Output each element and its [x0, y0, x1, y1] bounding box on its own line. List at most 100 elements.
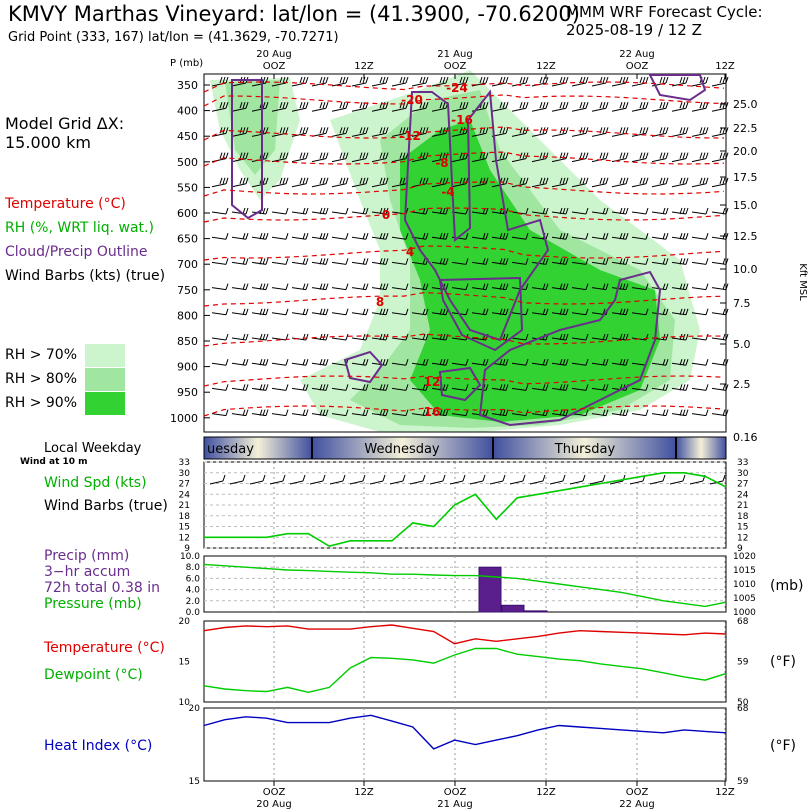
wind-barb [311, 359, 329, 366]
temp-tick-left: 20 [179, 617, 191, 627]
surface-wind-barb [369, 474, 386, 485]
wind-barb [371, 127, 389, 137]
heat-tick-left: 20 [189, 704, 201, 714]
wind-at-label: Wind at 10 m [20, 457, 88, 467]
wind-barb [711, 409, 729, 417]
wind-barb [451, 283, 469, 291]
temp-tick-right: 50 [737, 698, 749, 708]
wind-barb [631, 76, 649, 87]
wind-barb [371, 384, 389, 391]
wind-barb [671, 409, 689, 417]
wind-barb [491, 283, 509, 291]
legend-cloud: Cloud/Precip Outline [5, 244, 148, 260]
wind-barb [551, 333, 569, 341]
surface-wind-barb [289, 474, 306, 485]
wind-barb [311, 384, 329, 391]
wind-barb [511, 258, 529, 265]
rh-key-80-label: RH > 80% [5, 371, 78, 387]
isotherm-label: -16 [451, 113, 473, 127]
surface-wind-barb [249, 474, 266, 485]
wind-barb [471, 308, 489, 316]
wind-barb [611, 127, 629, 137]
wind-barb [251, 283, 269, 291]
wind-barb [391, 102, 409, 112]
wind-barb [551, 127, 569, 137]
wind-tick-right: 24 [737, 490, 749, 500]
wind-barb [371, 152, 389, 163]
wind-barb [231, 177, 249, 188]
surface-wind-barb [589, 474, 606, 485]
temp-tick-right: 59 [737, 658, 749, 668]
wind-barb [711, 177, 729, 188]
heat-index-line [203, 714, 727, 750]
height-tick-label: 22.5 [733, 122, 758, 135]
wind-barb [491, 409, 509, 417]
wind-barb [211, 359, 229, 366]
wind-barb [211, 258, 229, 265]
wind-barb [251, 333, 269, 341]
wind-barb [531, 283, 549, 291]
height-tick-label: 17.5 [733, 171, 758, 184]
surface-wind-barb [509, 474, 526, 485]
wind-barb [571, 384, 589, 391]
rh-key-70-swatch [85, 344, 125, 367]
wind-barb [511, 233, 529, 240]
bottom-time-tick-label: 12Z [715, 787, 735, 798]
wind-barb [591, 409, 609, 417]
temperature-panel [203, 620, 727, 703]
wind-barb [391, 359, 409, 366]
surface-wind-barb [489, 474, 506, 485]
height-tick-label: 20.0 [733, 145, 758, 158]
pressure-label: Pressure (mb) [44, 596, 142, 612]
wind-barb [271, 283, 289, 291]
wind-barb [471, 258, 489, 265]
rh-region-2-0 [400, 120, 660, 422]
pressure-tick-right: 1005 [733, 594, 756, 604]
wind-barb [411, 359, 429, 366]
wind-barb [571, 258, 589, 265]
wind-barb [631, 233, 649, 240]
wind-barb [491, 258, 509, 265]
wind-barb [631, 384, 649, 391]
wind-barb [411, 308, 429, 316]
wind-barb [691, 333, 709, 341]
wind-barb [371, 258, 389, 265]
wind-barb [431, 308, 449, 316]
wind-barb [351, 127, 369, 137]
wind-barb [391, 384, 409, 391]
wind-barb [351, 333, 369, 341]
wind-barb [391, 76, 409, 87]
wind-barb [351, 409, 369, 417]
wind-barb [491, 152, 509, 163]
bottom-date-label: 22 Aug [619, 799, 654, 810]
pressure-tick-label: 900 [177, 361, 198, 374]
isotherm-line [203, 81, 725, 93]
wind-barb [291, 258, 309, 265]
wind-barb [711, 258, 729, 265]
wind-barb [231, 152, 249, 163]
wind-barb [691, 102, 709, 112]
wind-tick-left: 21 [179, 501, 190, 511]
rh-key-90-label: RH > 90% [5, 395, 78, 411]
precip-bar [524, 610, 548, 613]
wind-barb [591, 384, 609, 391]
wind-barb [631, 177, 649, 188]
wind-barb [271, 258, 289, 265]
heat-tick-left: 15 [189, 777, 200, 787]
wind-barb [651, 258, 669, 265]
precip-tick-left: 6.0 [186, 574, 201, 584]
wind-barb [271, 308, 289, 316]
wind-barb [551, 359, 569, 366]
cloud-outline [648, 74, 707, 102]
wind-barb [551, 177, 569, 188]
temperature-line [203, 624, 727, 645]
wind-tick-left: 15 [179, 523, 190, 533]
wind-barb [551, 102, 569, 112]
wind-barb [611, 177, 629, 188]
wind-barb [351, 76, 369, 87]
wind-barb [251, 409, 269, 417]
wind-barb [291, 127, 309, 137]
wind-barbs-label: Wind Barbs (true) [44, 498, 168, 514]
wind-barb [511, 384, 529, 391]
wind-barb [631, 409, 649, 417]
